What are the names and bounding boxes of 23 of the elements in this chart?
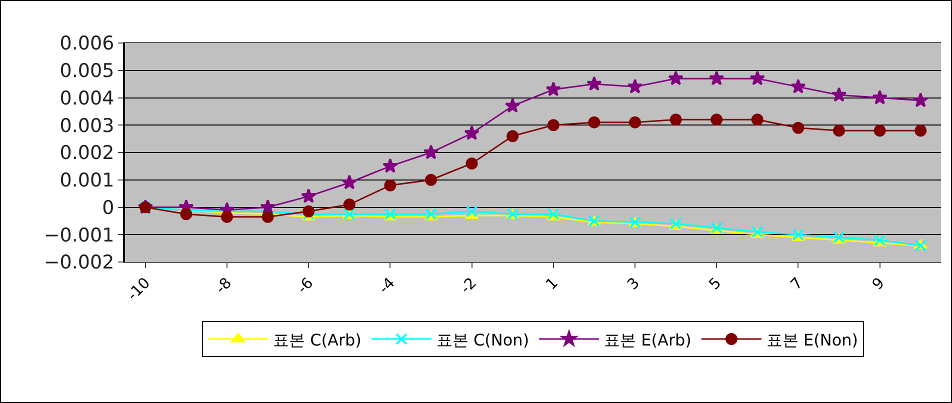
x-tick-label: 7: [786, 274, 806, 294]
legend-label: 표본 C(Arb): [273, 330, 362, 350]
y-tick-label: 0.002: [60, 142, 114, 164]
legend-label: 표본 E(Arb): [604, 330, 692, 350]
y-tick-label: 0.001: [60, 170, 114, 192]
x-tick-label: -8: [212, 274, 236, 298]
x-tick-label: 3: [624, 274, 644, 294]
x-tick-label: -6: [293, 274, 317, 298]
y-tick-label: −0.002: [44, 252, 114, 274]
x-tick-label: -10: [123, 274, 154, 304]
y-tick-label: −0.001: [44, 224, 114, 246]
x-tick-label: 9: [868, 274, 888, 294]
y-tick-label: 0: [102, 196, 114, 219]
y-tick-label: 0.003: [60, 114, 114, 137]
y-tick-label: 0.004: [60, 87, 114, 110]
x-tick-label: 5: [705, 274, 725, 294]
x-tick-label: -2: [456, 274, 480, 298]
y-tick-label: 0.005: [60, 60, 114, 82]
x-tick-label: -4: [375, 274, 398, 298]
legend-label: 표본 C(Non): [436, 330, 530, 350]
legend-label: 표본 E(Non): [766, 330, 858, 350]
x-tick-label: 1: [542, 274, 562, 294]
y-tick-label: 0.006: [60, 32, 114, 55]
